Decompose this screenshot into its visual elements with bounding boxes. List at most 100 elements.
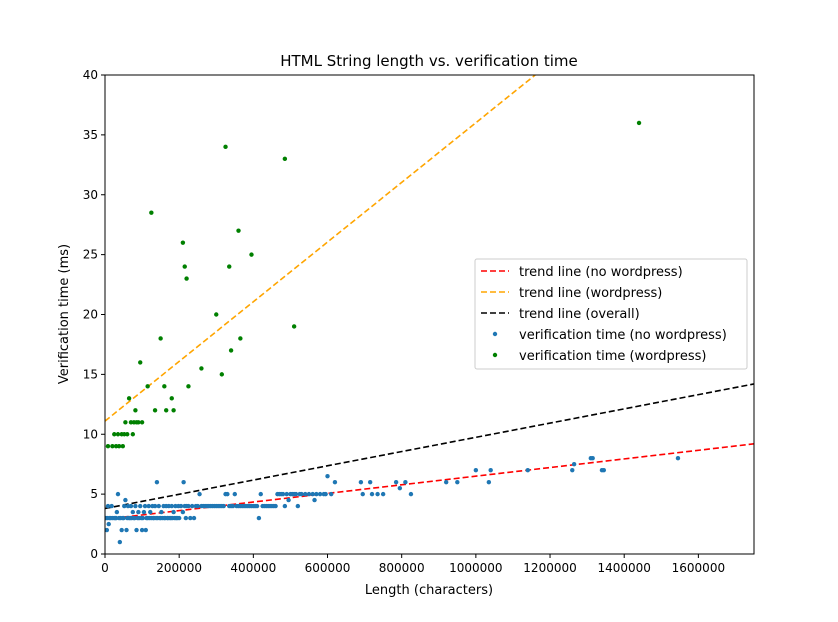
point-wordpress [110, 444, 115, 449]
point-no-wordpress [303, 491, 308, 497]
point-no-wordpress [186, 503, 191, 509]
point-no-wordpress [128, 503, 134, 509]
point-no-wordpress [109, 503, 114, 509]
legend-trend-wordpress-label: trend line (wordpress) [519, 286, 662, 301]
point-wordpress [126, 396, 132, 401]
point-wordpress [120, 444, 126, 449]
point-no-wordpress [358, 479, 364, 485]
x-tick-label: 1000000 [449, 561, 502, 575]
y-axis-label: Verification time (ms) [57, 244, 72, 384]
point-wordpress [105, 444, 111, 449]
point-no-wordpress [152, 503, 158, 509]
point-no-wordpress [146, 503, 151, 509]
legend-points-wordpress-label: verification time (wordpress) [519, 349, 706, 364]
y-tick-label: 10 [83, 427, 98, 441]
y-tick-label: 35 [83, 128, 98, 142]
point-no-wordpress [360, 491, 365, 497]
point-no-wordpress [141, 509, 147, 515]
point-no-wordpress [180, 509, 186, 515]
point-no-wordpress [189, 503, 195, 509]
point-wordpress [228, 348, 234, 353]
point-no-wordpress [273, 503, 278, 509]
point-no-wordpress [525, 467, 530, 473]
point-wordpress [282, 156, 288, 162]
y-tick-label: 25 [83, 248, 98, 262]
y-tick-label: 0 [90, 547, 98, 561]
point-no-wordpress [171, 509, 176, 515]
point-no-wordpress [286, 497, 291, 503]
point-no-wordpress [105, 527, 110, 533]
x-axis-ticks: 0 200000 400000 600000 800000 1000000 1200000 1… [101, 554, 725, 575]
point-no-wordpress [232, 491, 237, 497]
point-no-wordpress [115, 491, 121, 497]
point-wordpress [152, 408, 158, 413]
point-no-wordpress [455, 479, 460, 485]
point-wordpress [291, 324, 297, 329]
point-no-wordpress [323, 491, 328, 497]
point-wordpress [162, 384, 167, 389]
point-no-wordpress [403, 479, 408, 485]
point-no-wordpress [256, 515, 262, 521]
point-no-wordpress [601, 467, 607, 473]
point-wordpress [223, 144, 228, 150]
point-wordpress [186, 384, 191, 389]
point-no-wordpress [221, 503, 226, 509]
point-no-wordpress [397, 485, 403, 491]
point-no-wordpress [134, 527, 139, 533]
point-no-wordpress [325, 473, 330, 479]
x-tick-label: 1200000 [523, 561, 576, 575]
point-wordpress [136, 420, 141, 425]
point-no-wordpress [329, 491, 334, 497]
point-no-wordpress [310, 491, 315, 497]
point-no-wordpress [375, 491, 380, 497]
point-no-wordpress [133, 503, 138, 509]
point-no-wordpress [122, 503, 127, 509]
point-no-wordpress [284, 491, 289, 497]
point-no-wordpress [408, 491, 414, 497]
point-no-wordpress [138, 503, 143, 509]
legend-box [474, 258, 748, 370]
point-wordpress [158, 336, 163, 341]
point-wordpress [199, 366, 204, 371]
legend-points-wordpress-swatch [492, 352, 498, 358]
point-no-wordpress [332, 479, 338, 485]
point-no-wordpress [142, 503, 148, 509]
point-no-wordpress [183, 515, 189, 521]
y-tick-label: 40 [83, 68, 98, 82]
point-wordpress [138, 360, 143, 365]
point-no-wordpress [280, 491, 286, 497]
point-no-wordpress [181, 479, 186, 485]
point-no-wordpress [148, 509, 153, 515]
point-no-wordpress [154, 479, 160, 485]
x-tick-label: 200000 [156, 561, 202, 575]
legend: trend line (no wordpress) trend line (wor… [474, 258, 748, 370]
point-wordpress [171, 408, 176, 413]
point-wordpress [214, 312, 219, 317]
point-no-wordpress [117, 539, 123, 545]
point-no-wordpress [314, 491, 319, 497]
point-no-wordpress [169, 503, 174, 509]
point-no-wordpress [195, 503, 200, 509]
chart-title: HTML String length vs. verification time [280, 52, 578, 70]
point-no-wordpress [159, 509, 164, 515]
y-tick-label: 5 [90, 487, 98, 501]
point-wordpress [149, 210, 154, 215]
point-no-wordpress [136, 509, 141, 515]
point-wordpress [133, 408, 138, 413]
point-wordpress [227, 264, 232, 269]
point-wordpress [249, 252, 254, 257]
point-no-wordpress [143, 527, 148, 533]
point-no-wordpress [105, 503, 111, 509]
point-wordpress [182, 264, 187, 269]
point-no-wordpress [106, 521, 111, 527]
point-no-wordpress [488, 467, 493, 473]
point-no-wordpress [380, 491, 386, 497]
point-no-wordpress [176, 515, 182, 521]
legend-trend-overall-label: trend line (overall) [519, 307, 640, 322]
x-tick-label: 0 [101, 561, 109, 575]
point-no-wordpress [570, 467, 575, 473]
point-no-wordpress [306, 491, 312, 497]
point-no-wordpress [295, 503, 301, 509]
point-wordpress [125, 432, 130, 437]
